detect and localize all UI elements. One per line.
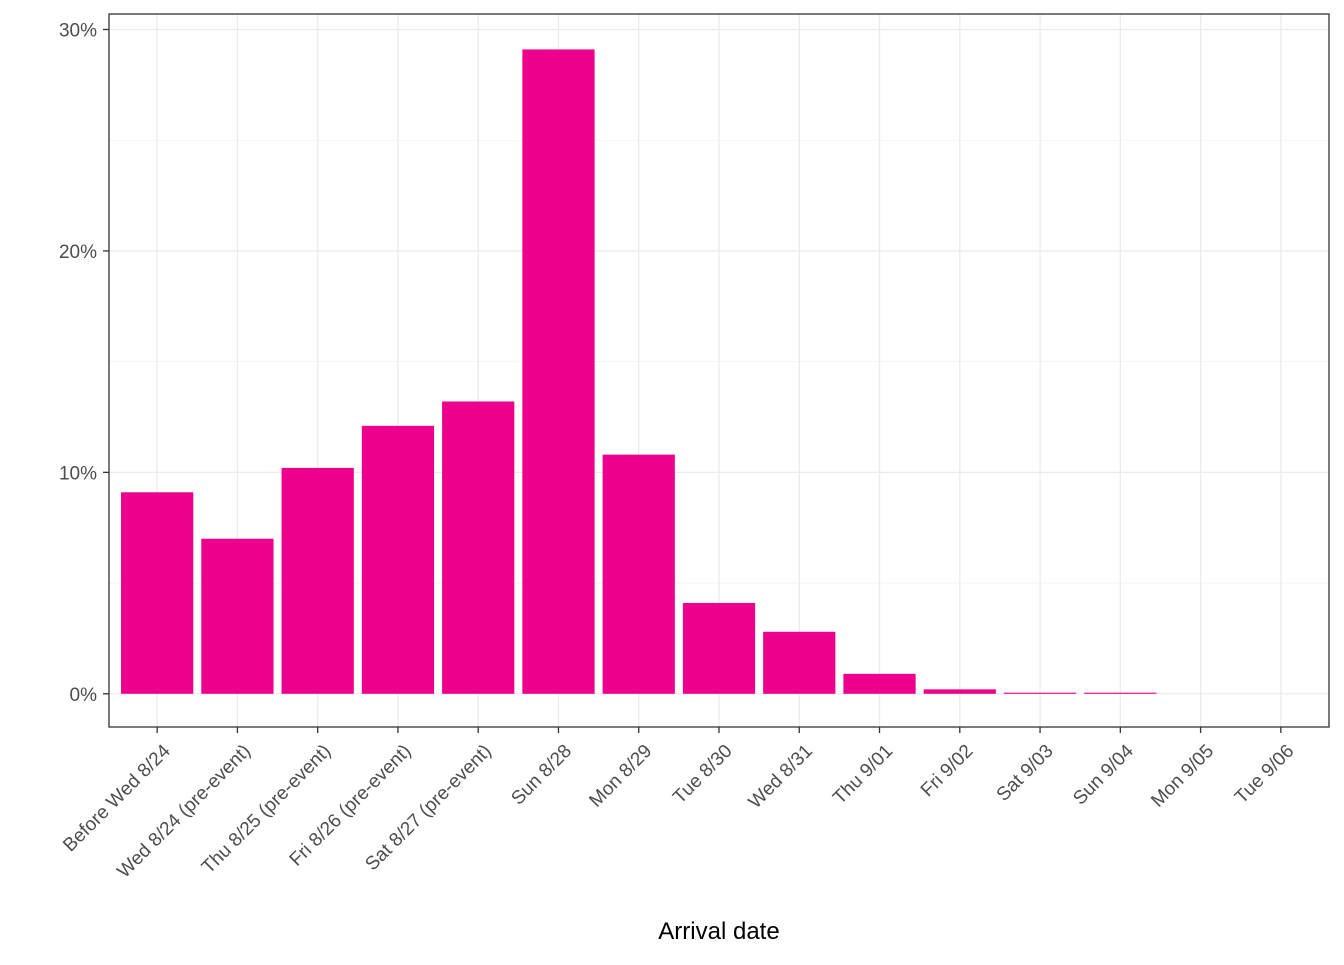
- x-tick-label: Sat 9/03: [993, 741, 1058, 806]
- bars: [121, 49, 1157, 694]
- bar: [1084, 692, 1157, 694]
- bar: [923, 689, 996, 694]
- x-tick-label: Mon 8/29: [585, 741, 656, 812]
- bar: [763, 631, 836, 694]
- y-tick-label: 0%: [70, 685, 98, 706]
- x-tick-label: Thu 9/01: [829, 741, 897, 809]
- x-tick-label: Mon 9/05: [1147, 741, 1218, 812]
- y-tick-label: 30%: [59, 21, 97, 42]
- y-tick-label: 20%: [59, 242, 97, 263]
- y-tick-label: 10%: [59, 463, 97, 484]
- x-tick-label: Sun 9/04: [1069, 740, 1138, 809]
- x-tick-label: Tue 8/30: [669, 741, 736, 808]
- bar: [281, 467, 354, 694]
- bar: [361, 425, 435, 694]
- bar: [602, 454, 675, 694]
- bar: [201, 538, 274, 694]
- x-tick-label: Wed 8/24 (pre-event): [113, 741, 255, 883]
- bar: [1003, 692, 1077, 694]
- bar: [442, 401, 515, 694]
- bar: [121, 492, 194, 694]
- x-tick-label: Sun 8/28: [507, 741, 576, 810]
- x-tick-label: Wed 8/31: [745, 741, 817, 813]
- bar: [682, 603, 756, 694]
- bar: [843, 673, 916, 694]
- bar: [522, 49, 595, 694]
- x-tick-label: Fri 9/02: [917, 741, 977, 801]
- x-tick-label: Tue 9/06: [1231, 741, 1298, 808]
- x-axis-title: Arrival date: [658, 918, 779, 945]
